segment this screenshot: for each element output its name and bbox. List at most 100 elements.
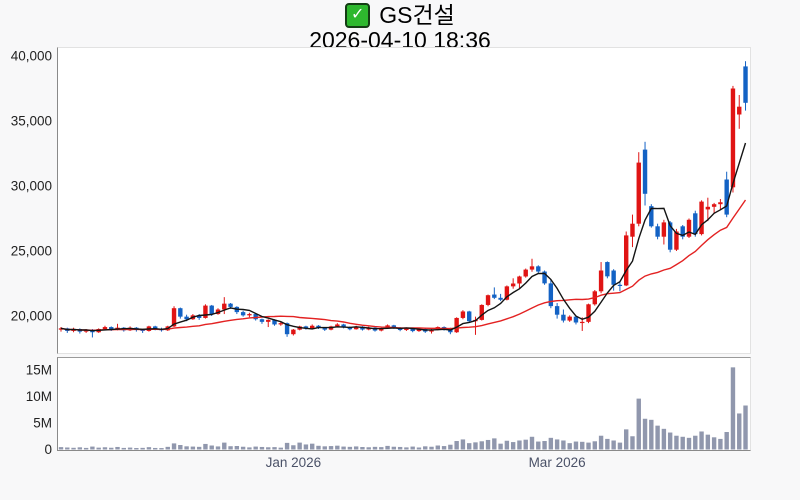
volume-bar [737, 413, 742, 450]
price-plot-area [57, 47, 751, 354]
up-candle-body [567, 316, 572, 321]
volume-bar [96, 447, 101, 450]
price-tick-label: 35,000 [11, 114, 52, 129]
volume-bar [297, 442, 302, 450]
volume-bar [71, 447, 76, 450]
volume-bar [115, 446, 120, 450]
up-candle-body [580, 321, 585, 324]
down-candle-body [536, 266, 541, 272]
volume-bar [492, 438, 497, 450]
up-candle-body [203, 305, 208, 318]
up-candle-body [686, 219, 692, 237]
volume-bar [542, 441, 547, 450]
volume-bar [536, 441, 541, 450]
volume-bar [291, 445, 296, 450]
volume-bar [416, 447, 422, 450]
down-candle-body [542, 271, 547, 284]
up-candle-body [504, 286, 510, 300]
volume-bar [353, 446, 359, 450]
up-candle-body [674, 231, 679, 250]
volume-bar [510, 442, 516, 450]
down-candle-body [642, 149, 648, 194]
up-candle-body [247, 314, 252, 316]
price-axis-labels: 40,000 35,000 30,000 25,000 20,000 [11, 49, 52, 324]
volume-axis-labels: 15M 10M 5M 0 [26, 363, 52, 458]
price-tick-label: 40,000 [11, 49, 52, 64]
down-candle-body [605, 262, 610, 277]
volume-bar [504, 440, 510, 450]
volume-bar [410, 446, 415, 450]
volume-bar [234, 446, 240, 450]
up-candle-body [83, 329, 89, 332]
up-candle-body [586, 304, 591, 322]
up-candle-body [529, 266, 535, 270]
volume-bar [385, 445, 390, 450]
down-candle-body [109, 327, 114, 330]
volume-bar [642, 418, 648, 450]
volume-bar [617, 442, 623, 450]
volume-tick-label: 10M [26, 389, 52, 404]
up-candle-body [598, 270, 604, 292]
volume-bar [203, 443, 208, 450]
down-candle-body [284, 323, 290, 335]
up-candle-body [310, 325, 315, 329]
volume-bar [586, 442, 591, 450]
volume-bar [460, 439, 466, 450]
up-candle-body [517, 276, 522, 284]
volume-bar [674, 435, 679, 450]
volume-bar [190, 446, 196, 450]
up-candle-body [404, 328, 409, 331]
volume-bar [580, 441, 585, 450]
date-tick-label: Mar 2026 [529, 455, 586, 470]
volume-bar [102, 447, 108, 450]
time-axis-labels: Jan 2026 Mar 2026 [266, 455, 586, 470]
up-candle-body [730, 88, 736, 188]
volume-bar [146, 447, 152, 450]
volume-bar [165, 446, 170, 450]
up-candle-body [636, 162, 641, 224]
ma-short-line [60, 142, 747, 332]
volume-bar [366, 447, 371, 450]
volume-bar [548, 437, 554, 450]
down-candle-body [667, 222, 673, 250]
volume-tick-label: 5M [33, 416, 52, 431]
volume-bar [711, 437, 717, 450]
down-candle-body [492, 294, 497, 298]
volume-bar [171, 443, 177, 450]
check-icon: ✓ [345, 2, 371, 28]
price-tick-label: 25,000 [11, 244, 52, 259]
down-candle-body [680, 226, 685, 237]
up-candle-body [353, 326, 359, 330]
down-candle-body [196, 315, 202, 318]
volume-bar [127, 447, 133, 450]
down-candle-body [347, 327, 353, 330]
down-candle-body [573, 316, 579, 323]
volume-bar [121, 447, 126, 450]
volume-bar [667, 432, 673, 450]
up-candle-body [102, 327, 108, 329]
volume-bar [247, 447, 252, 450]
volume-bar [58, 447, 64, 450]
volume-bar [724, 432, 729, 450]
volume-bar [529, 436, 535, 450]
price-tick-label: 20,000 [11, 309, 52, 324]
down-candle-body [617, 284, 623, 286]
volume-bar [630, 436, 635, 450]
down-candle-body [467, 311, 472, 322]
down-candle-body [693, 213, 698, 235]
volume-bar [718, 438, 723, 450]
volume-bar [266, 447, 271, 450]
volume-bar [705, 434, 711, 450]
down-candle-body [743, 66, 748, 103]
down-candle-body [410, 328, 415, 332]
down-candle-body [303, 326, 309, 329]
volume-bar [686, 437, 692, 450]
up-candle-body [171, 308, 177, 327]
volume-bar [561, 440, 566, 450]
down-candle-body [316, 325, 321, 328]
volume-bar [523, 439, 528, 450]
down-candle-body [259, 319, 265, 322]
volume-bar [328, 446, 334, 450]
